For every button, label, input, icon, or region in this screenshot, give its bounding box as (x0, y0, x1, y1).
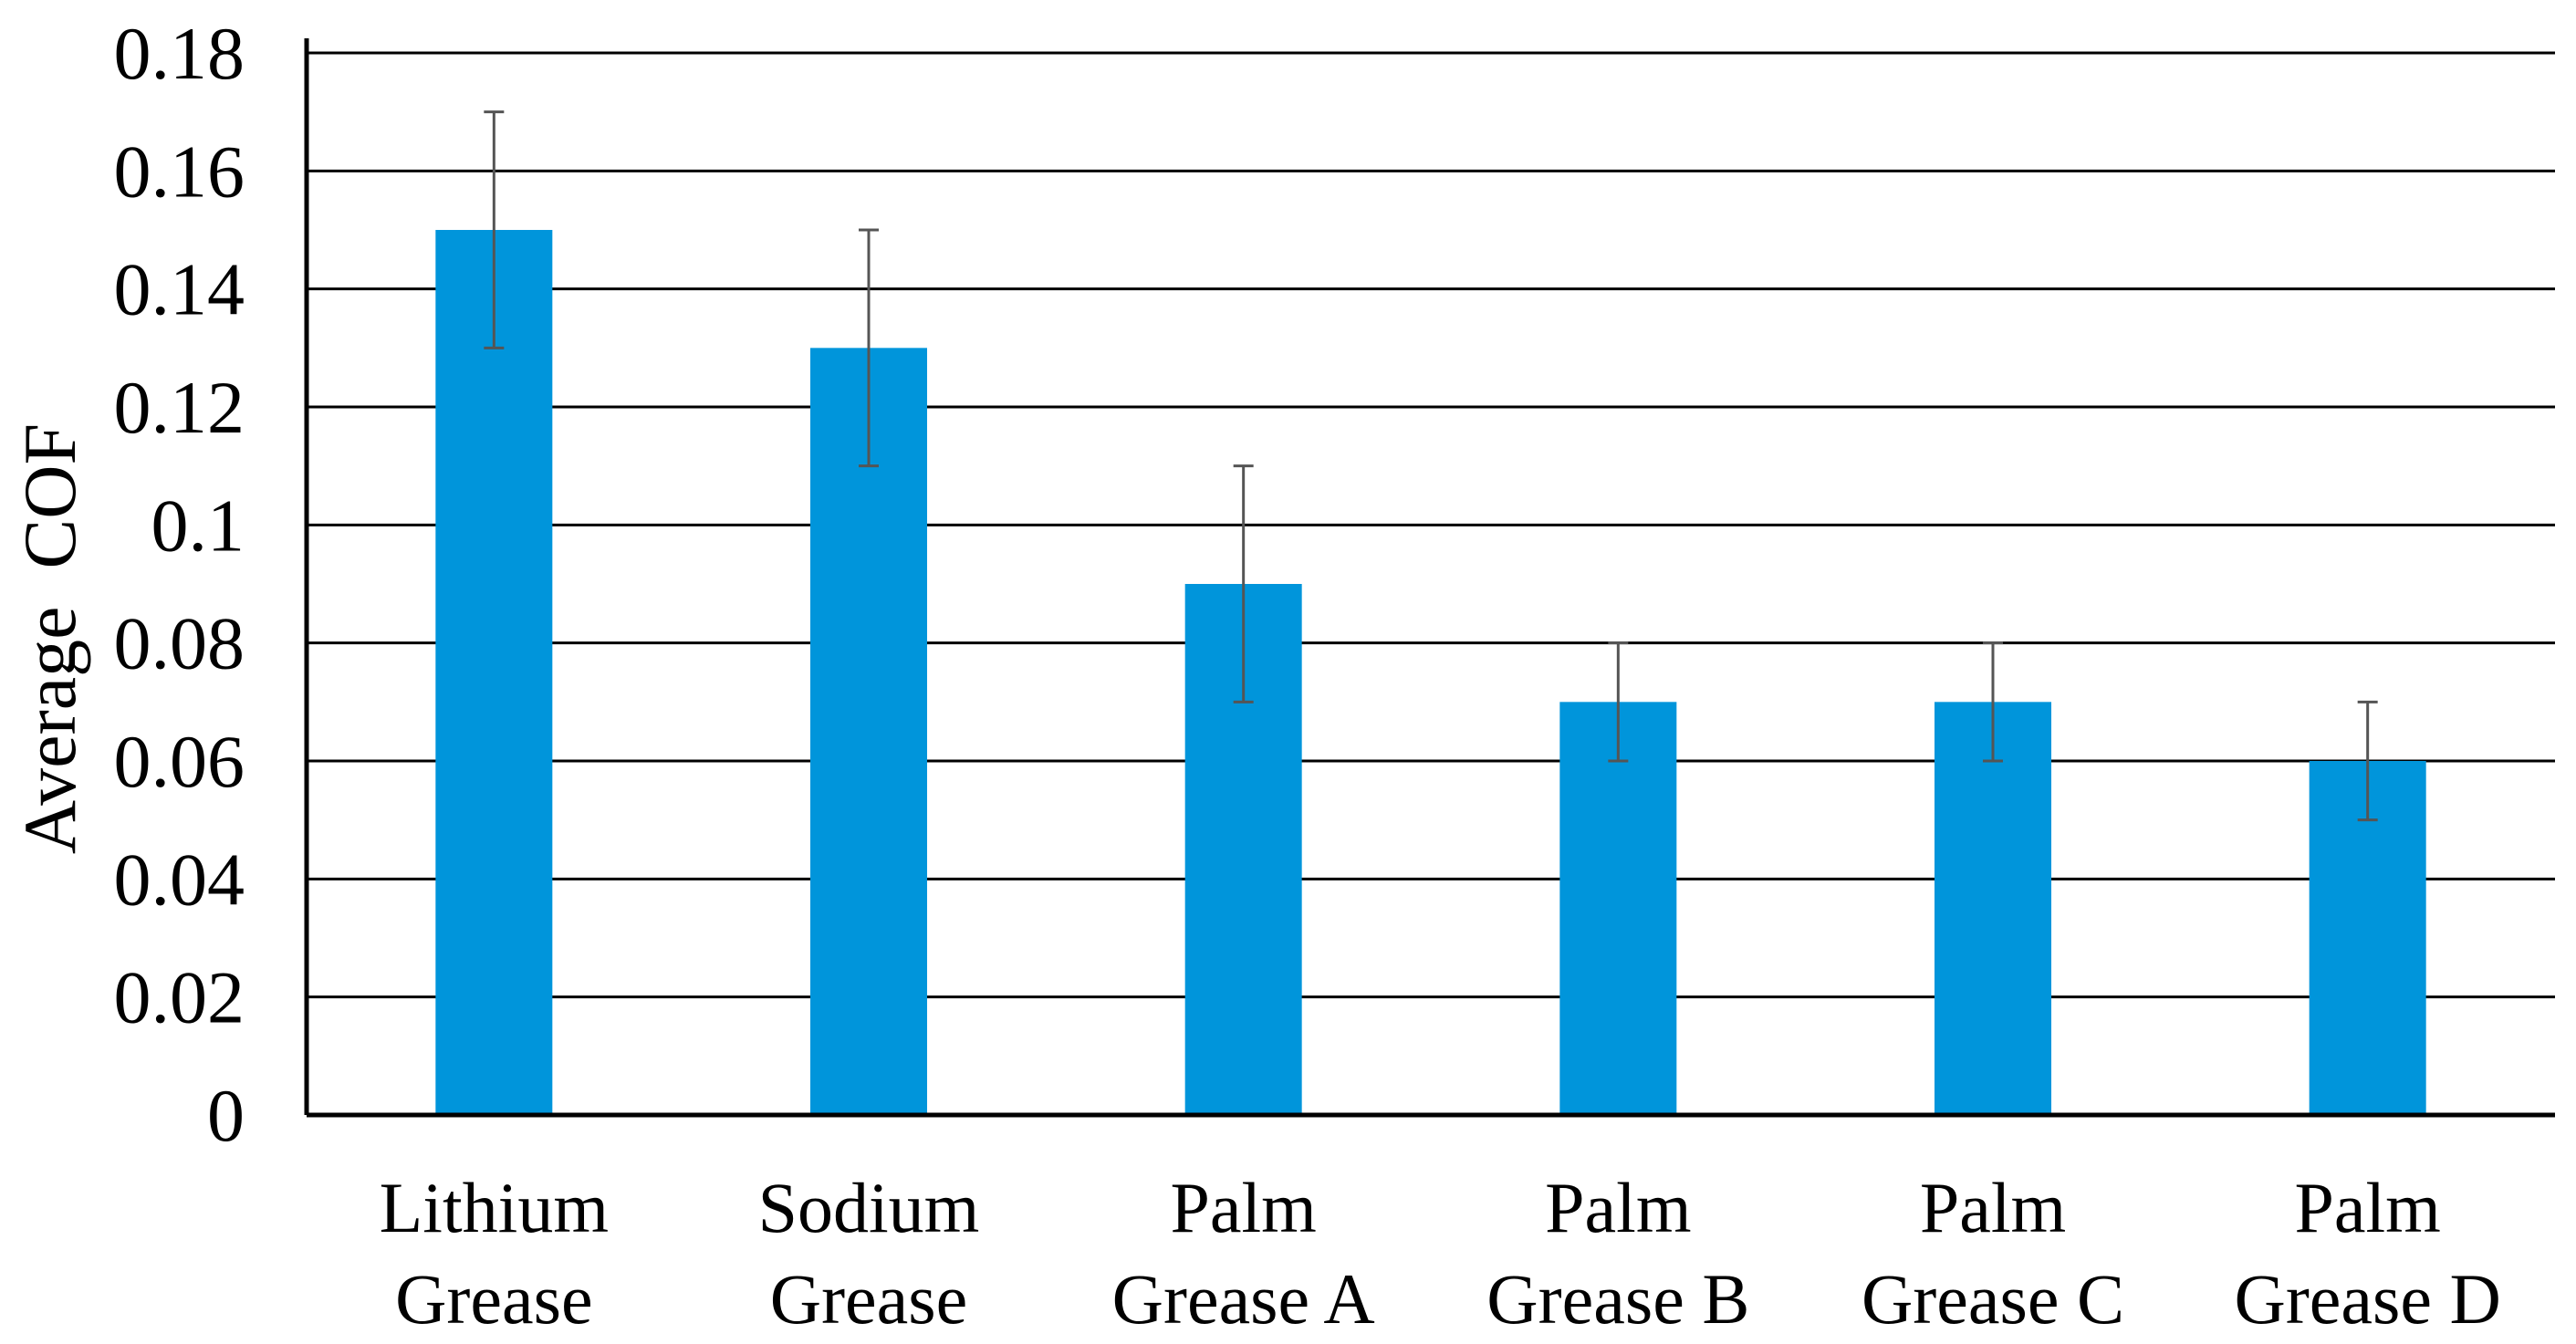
y-tick-label: 0.08 (114, 602, 245, 685)
x-category-label: Lithium (380, 1168, 609, 1247)
y-tick-label: 0.04 (114, 838, 245, 921)
x-category-label: Palm (1920, 1168, 2066, 1247)
x-category-label: Grease A (1112, 1259, 1375, 1339)
x-category-label: Palm (2294, 1168, 2440, 1247)
x-category-labels: Lithium Grease Sodium Grease Palm Grease A Pal… (380, 1168, 2501, 1339)
x-category-label: Palm (1545, 1168, 1691, 1247)
x-category-label: Sodium (758, 1168, 980, 1247)
gridlines (307, 51, 2555, 999)
x-category-label: Grease (770, 1259, 968, 1339)
y-axis-title: Average COF (8, 423, 91, 854)
y-tick-labels: 0 0.02 0.04 0.06 0.08 0.1 0.12 0.14 0.16 0.18 (114, 12, 245, 1157)
bar (435, 230, 553, 1115)
y-tick-label: 0 (207, 1074, 245, 1157)
y-tick-label: 0.06 (114, 720, 245, 803)
x-category-label: Grease D (2234, 1259, 2500, 1339)
y-tick-label: 0.1 (151, 484, 245, 567)
x-category-label: Grease B (1486, 1259, 1749, 1339)
error-bars (484, 110, 2378, 822)
y-tick-label: 0.14 (114, 248, 245, 331)
bars (435, 230, 2426, 1115)
bar (810, 348, 927, 1115)
axes (304, 38, 2555, 1118)
x-category-label: Palm (1170, 1168, 1316, 1247)
x-category-label: Grease C (1862, 1259, 2124, 1339)
bar (1559, 702, 1677, 1115)
y-tick-label: 0.12 (114, 366, 245, 449)
x-category-label: Grease (395, 1259, 593, 1339)
y-tick-label: 0.02 (114, 956, 245, 1039)
y-tick-label: 0.18 (114, 12, 245, 95)
bar (1935, 702, 2051, 1115)
y-tick-label: 0.16 (114, 130, 245, 213)
